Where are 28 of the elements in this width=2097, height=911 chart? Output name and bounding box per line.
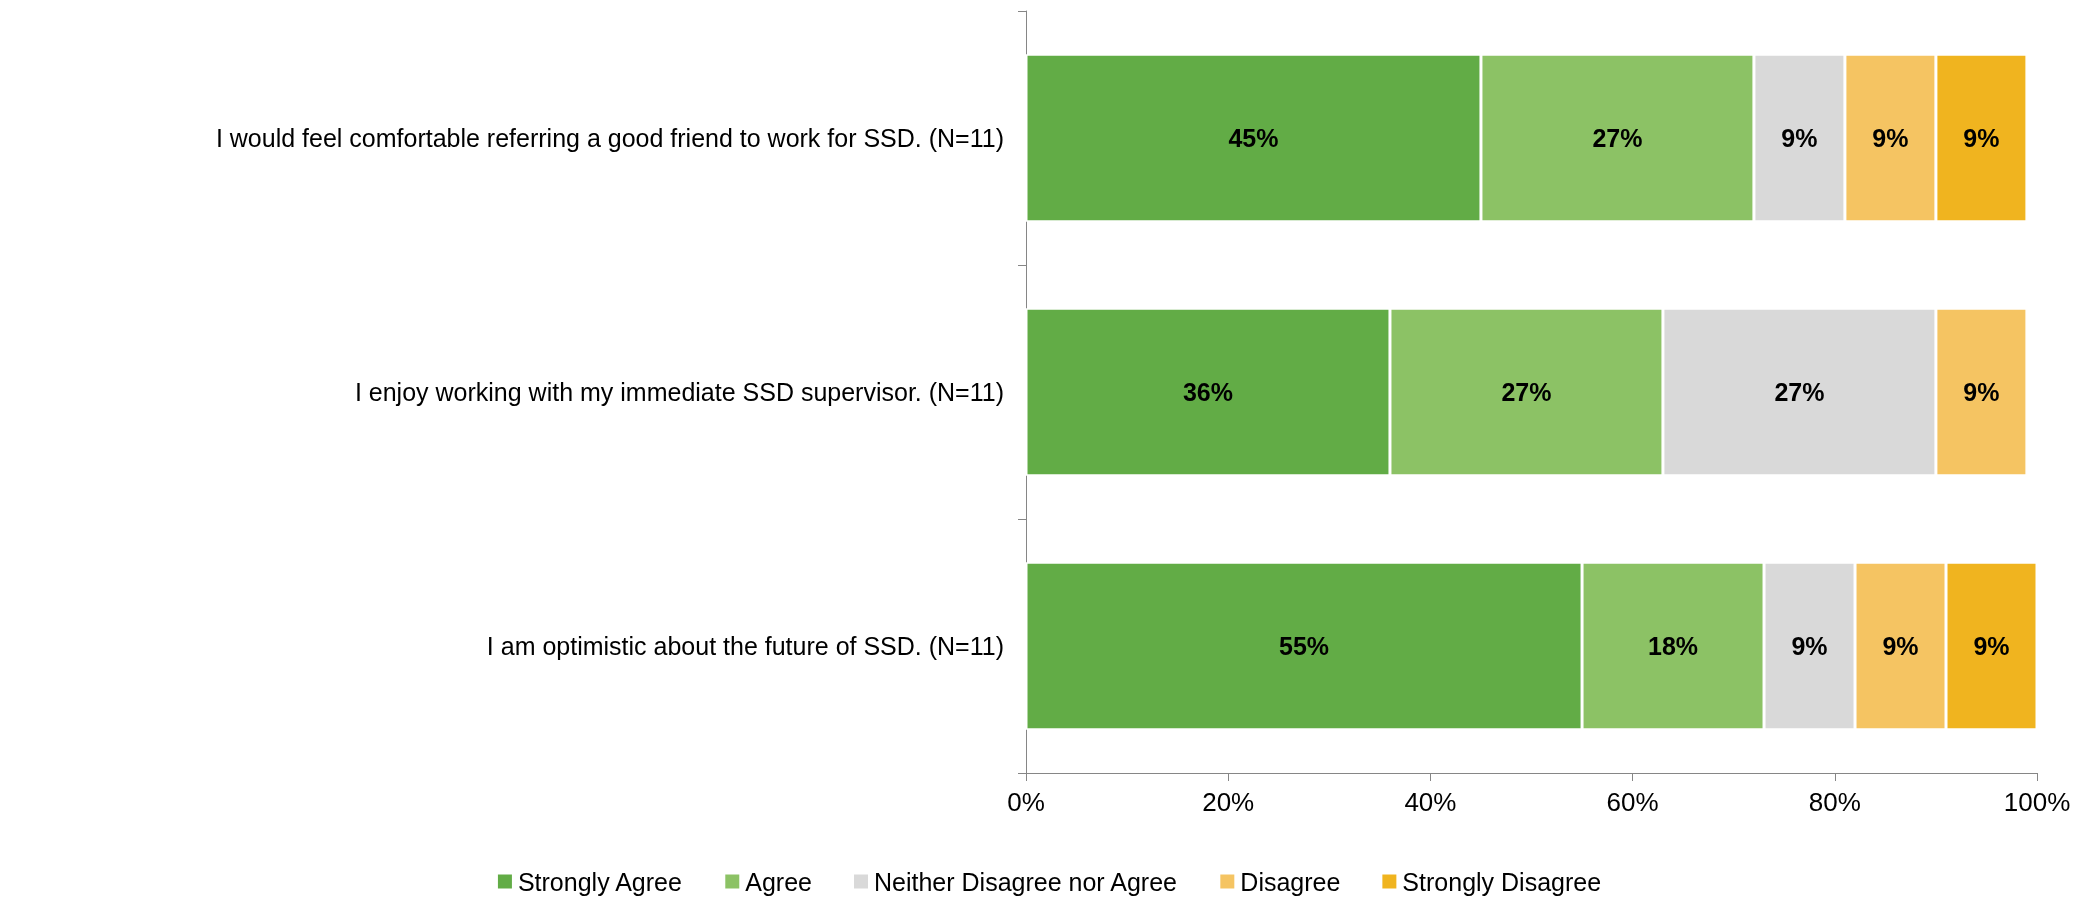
data-label: 27% [1774,378,1825,406]
x-tick-label: 0% [1007,787,1045,817]
data-label: 9% [1882,632,1919,660]
x-tick-label: 40% [1404,787,1457,817]
data-label: 9% [1872,124,1909,152]
data-label: 9% [1973,632,2010,660]
data-label: 9% [1781,124,1818,152]
data-label: 36% [1182,378,1233,406]
legend-label: Disagree [1240,867,1341,896]
data-label: 55% [1279,632,1330,660]
legend-label: Agree [745,867,813,896]
y-tick-label: I am optimistic about the future of SSD. (N=11) [486,632,1004,660]
x-tick-label: 20% [1202,787,1255,817]
y-tick-label: I would feel comfortable referring a good friend to work for SSD. (N=11) [215,124,1004,152]
y-tick-label: I enjoy working with my immediate SSD supervisor. (N=11) [354,378,1004,406]
data-label: 27% [1592,124,1643,152]
x-tick-label: 80% [1808,787,1861,817]
data-label: 45% [1228,124,1279,152]
data-label: 9% [1963,378,2000,406]
x-tick-label: 60% [1606,787,1659,817]
data-label: 9% [1963,124,2000,152]
legend-label: Neither Disagree nor Agree [874,867,1177,896]
x-tick-label: 100% [2003,787,2071,817]
legend-label: Strongly Agree [517,867,682,896]
data-label: 9% [1791,632,1828,660]
legend-label: Strongly Disagree [1402,867,1602,896]
data-label: 18% [1648,632,1699,660]
data-label: 27% [1501,378,1552,406]
